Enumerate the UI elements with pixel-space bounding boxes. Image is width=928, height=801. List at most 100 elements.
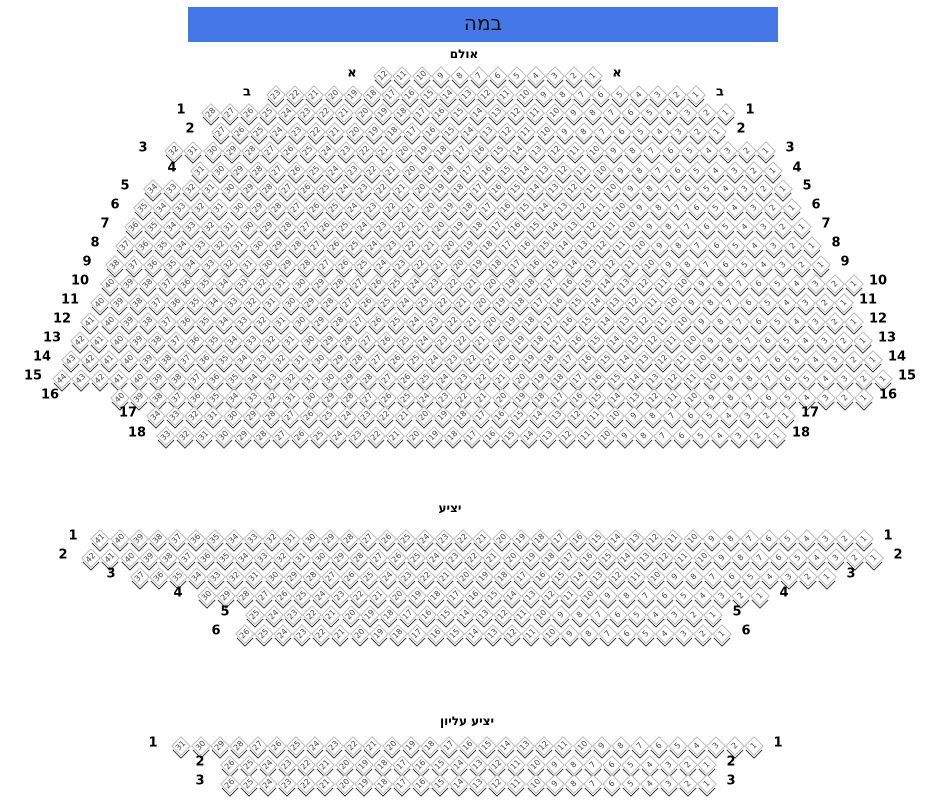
seat[interactable]: 31 (261, 293, 282, 313)
seat[interactable]: 34 (243, 369, 264, 389)
seat[interactable]: 26 (387, 548, 407, 568)
seat[interactable]: 13 (625, 388, 646, 408)
seat[interactable]: 8 (563, 755, 584, 775)
seat[interactable]: 34 (214, 312, 235, 332)
seat[interactable]: 12 (644, 529, 665, 549)
seat[interactable]: 26 (367, 312, 387, 332)
seat[interactable]: 23 (434, 388, 455, 408)
seat[interactable]: 5 (668, 736, 688, 756)
seat[interactable]: 8 (633, 426, 654, 446)
seat[interactable]: 31 (300, 369, 321, 389)
seat[interactable]: 6 (749, 312, 769, 332)
seat[interactable]: 29 (257, 217, 278, 237)
seat[interactable]: 6 (769, 548, 789, 568)
seat[interactable]: 13 (483, 624, 504, 644)
seat[interactable]: 21 (472, 529, 493, 549)
seat[interactable]: 20 (410, 179, 431, 199)
seat[interactable]: 27 (279, 406, 300, 426)
seat[interactable]: 3 (659, 774, 680, 794)
seat[interactable]: 25 (286, 736, 306, 756)
seat[interactable]: 12 (487, 755, 508, 775)
seat[interactable]: 7 (597, 624, 618, 644)
seat[interactable]: 1 (767, 426, 788, 446)
seat[interactable]: 7 (739, 388, 760, 408)
seat[interactable]: 19 (529, 369, 550, 389)
seat[interactable]: 11 (673, 548, 694, 568)
seat[interactable]: 19 (520, 548, 541, 568)
seat[interactable]: 17 (397, 605, 418, 625)
seat[interactable]: 9 (554, 122, 575, 142)
seat[interactable]: 15 (587, 388, 607, 408)
seat[interactable]: 14 (459, 122, 480, 142)
seat[interactable]: 5 (716, 217, 736, 237)
seat[interactable]: 10 (540, 624, 561, 644)
seat[interactable]: 31 (290, 350, 311, 370)
seat[interactable]: 19 (509, 331, 530, 351)
seat[interactable]: 2 (773, 217, 794, 237)
seat[interactable]: 22 (375, 406, 396, 426)
seat[interactable]: 23 (292, 624, 313, 644)
seat[interactable]: 19 (519, 350, 540, 370)
seat[interactable]: 18 (528, 331, 549, 351)
seat[interactable]: 1 (703, 605, 724, 625)
seat[interactable]: 34 (224, 388, 245, 408)
seat[interactable]: 31 (244, 567, 265, 587)
seat[interactable]: 5 (507, 66, 527, 86)
seat[interactable]: 37 (166, 388, 187, 408)
seat[interactable]: 41 (99, 350, 120, 370)
seat[interactable]: 4 (777, 293, 798, 313)
seat[interactable]: 25 (376, 293, 396, 313)
seat[interactable]: 11 (643, 293, 664, 313)
seat[interactable]: 13 (588, 567, 609, 587)
seat[interactable]: 12 (476, 85, 497, 105)
seat[interactable]: 25 (298, 141, 318, 161)
seat[interactable]: 16 (587, 369, 607, 389)
seat[interactable]: 10 (682, 529, 703, 549)
seat[interactable]: 9 (639, 217, 660, 237)
seat[interactable]: 8 (573, 122, 594, 142)
seat[interactable]: 7 (652, 426, 673, 446)
seat[interactable]: 6 (722, 567, 742, 587)
seat[interactable]: 8 (642, 406, 663, 426)
seat[interactable]: 21 (472, 388, 493, 408)
seat[interactable]: 24 (363, 236, 384, 256)
seat[interactable]: 32 (200, 217, 221, 237)
seat[interactable]: 27 (320, 567, 341, 587)
seat[interactable]: 16 (558, 274, 578, 294)
seat[interactable]: 21 (381, 161, 402, 181)
seat[interactable]: 33 (223, 293, 244, 313)
seat[interactable]: 2 (854, 369, 875, 389)
seat[interactable]: 10 (535, 122, 556, 142)
seat[interactable]: 14 (606, 529, 627, 549)
seat[interactable]: 10 (525, 774, 546, 794)
seat[interactable]: 13 (625, 529, 646, 549)
seat[interactable]: 9 (544, 774, 565, 794)
seat[interactable]: 21 (385, 426, 406, 446)
seat[interactable]: 27 (266, 161, 287, 181)
seat[interactable]: 5 (680, 141, 700, 161)
seat[interactable]: 13 (521, 586, 542, 606)
seat[interactable]: 13 (527, 141, 548, 161)
seat[interactable]: 40 (108, 331, 129, 351)
seat[interactable]: 25 (239, 755, 259, 775)
seat[interactable]: 7 (641, 141, 662, 161)
seat[interactable]: 6 (649, 736, 669, 756)
seat[interactable]: 28 (337, 331, 358, 351)
seat[interactable]: 9 (597, 586, 618, 606)
seat[interactable]: 15 (477, 736, 497, 756)
seat[interactable]: 38 (147, 388, 168, 408)
seat[interactable]: 24 (328, 426, 349, 446)
seat[interactable]: 10 (701, 369, 722, 389)
seat[interactable]: 20 (340, 605, 361, 625)
seat[interactable]: 1 (864, 548, 885, 568)
seat[interactable]: 27 (259, 141, 280, 161)
seat[interactable]: 11 (663, 388, 684, 408)
seat[interactable]: 6 (759, 529, 779, 549)
seat[interactable]: 7 (601, 103, 622, 123)
seat[interactable]: 30 (213, 426, 234, 446)
seat[interactable]: 24 (273, 624, 294, 644)
seat[interactable]: 20 (387, 586, 408, 606)
seat[interactable]: 29 (267, 236, 288, 256)
seat[interactable]: 29 (329, 548, 350, 568)
seat[interactable]: 14 (525, 179, 546, 199)
